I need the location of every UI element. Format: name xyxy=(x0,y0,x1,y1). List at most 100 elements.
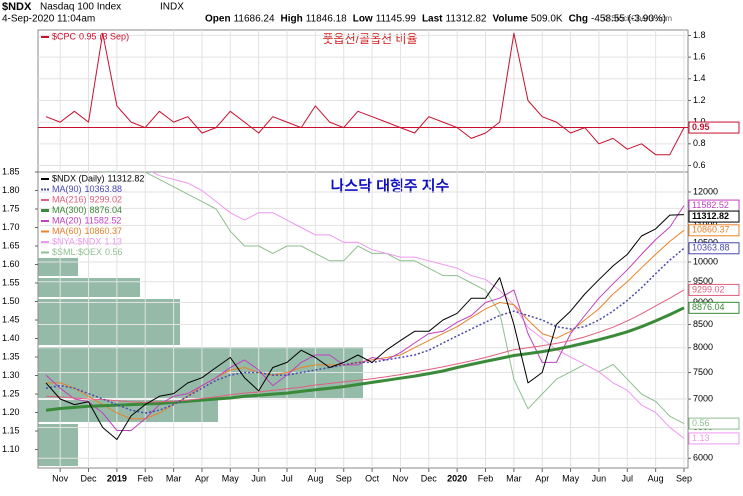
series-line xyxy=(45,289,685,403)
x-tick-label: Feb xyxy=(137,473,153,483)
series-group xyxy=(45,172,685,440)
y-tick-label: 1.4 xyxy=(693,73,706,83)
x-tick-label: Jun xyxy=(251,473,266,483)
y-tick-label: 7500 xyxy=(693,367,713,377)
legend-label: $NYA:$NDX xyxy=(52,236,101,246)
y-tick-label: 8000 xyxy=(693,342,713,352)
legend-value: 9299.02 xyxy=(90,194,123,204)
x-tick-label: Nov xyxy=(52,473,69,483)
legend-value: 10363.88 xyxy=(85,184,123,194)
vbp-bar xyxy=(38,299,180,345)
x-tick-label: Jul xyxy=(281,473,293,483)
y-tick-label: 1.8 xyxy=(693,30,706,40)
y2-tick-label: 1.50 xyxy=(2,296,20,306)
value-box xyxy=(688,242,740,255)
value-box-label: 0.56 xyxy=(692,418,710,428)
y2-tick-label: 1.15 xyxy=(2,425,20,435)
x-tick-label: Jun xyxy=(592,473,607,483)
index-name: Nasdaq 100 Index xyxy=(40,2,121,13)
x-tick-label: Jul xyxy=(622,473,634,483)
legend-date: (3 Sep) xyxy=(100,31,130,41)
series-line xyxy=(45,214,685,440)
legend-value: 11312.82 xyxy=(108,173,145,183)
value-box-label: 8876.04 xyxy=(692,302,725,312)
value-box xyxy=(688,210,740,223)
quote-value: 11145.99 xyxy=(376,14,417,25)
quote-value: 11312.82 xyxy=(446,14,487,25)
y-tick-label: 10000 xyxy=(693,256,718,266)
value-box xyxy=(688,224,740,237)
series-group xyxy=(38,32,688,156)
series-line xyxy=(101,172,685,425)
y-tick-label: 1.2 xyxy=(693,95,706,105)
legend-value: 1.13 xyxy=(104,236,122,246)
symbol: $NDX xyxy=(2,1,32,13)
y-tick-label: 1.0 xyxy=(693,117,706,127)
x-tick-label: Mar xyxy=(166,473,182,483)
x-tick-label: Sep xyxy=(676,473,692,483)
credit: © StockCharts.com xyxy=(603,14,672,23)
legend-value: 11582.52 xyxy=(85,215,122,225)
value-box-label: 11312.82 xyxy=(692,211,729,221)
quote-value: 11686.24 xyxy=(234,14,275,25)
quote-label: Chg xyxy=(569,14,588,25)
legend-label: MA(90) xyxy=(52,184,82,194)
x-tick-label: Apr xyxy=(195,473,209,483)
series-line xyxy=(45,32,685,156)
x-tick-label: Feb xyxy=(478,473,494,483)
x-tick-label: 2019 xyxy=(107,473,127,483)
y-tick-label: 0.6 xyxy=(693,160,706,170)
y2-tick-label: 1.25 xyxy=(2,388,20,398)
y-tick-label: 9500 xyxy=(693,276,713,286)
series-line xyxy=(45,306,685,412)
legend-value: 8876.04 xyxy=(90,205,123,215)
y-tick-label: 0.8 xyxy=(693,138,706,148)
vbp-bar xyxy=(38,424,78,466)
value-box-label: 10860.37 xyxy=(692,225,730,235)
y-tick-label: 7000 xyxy=(693,393,713,403)
quote-label: Low xyxy=(353,14,373,25)
value-box-label: 11582.52 xyxy=(692,200,729,210)
quote-label: Open xyxy=(205,14,231,25)
y2-tick-label: 1.40 xyxy=(2,333,20,343)
y2-tick-label: 1.75 xyxy=(2,203,20,213)
x-tick-label: May xyxy=(222,473,240,483)
x-tick-label: Oct xyxy=(365,473,380,483)
y-tick-label: 12000 xyxy=(693,186,718,196)
quote-value: 509.0K xyxy=(531,14,563,25)
value-box-label: 0.95 xyxy=(692,122,710,132)
x-tick-label: Mar xyxy=(506,473,522,483)
y-tick-label: 8500 xyxy=(693,319,713,329)
value-box xyxy=(688,417,740,430)
y2-tick-label: 1.30 xyxy=(2,370,20,380)
value-box-label: 1.13 xyxy=(692,433,710,443)
x-tick-label: Aug xyxy=(648,473,664,483)
x-tick-label: Dec xyxy=(81,473,98,483)
date: 4-Sep-2020 11:04am xyxy=(2,14,95,25)
legend-value: 0.56 xyxy=(105,247,123,257)
legend-value: 0.95 xyxy=(79,31,97,41)
y2-tick-label: 1.70 xyxy=(2,222,20,232)
value-box xyxy=(688,283,740,296)
legend-label: MA(60) xyxy=(52,226,82,236)
x-tick-label: Nov xyxy=(392,473,409,483)
y2-tick-label: 1.35 xyxy=(2,351,20,361)
quote-label: Volume xyxy=(492,14,528,25)
y2-tick-label: 1.45 xyxy=(2,314,20,324)
y2-tick-label: 1.80 xyxy=(2,185,20,195)
quote-value: -458.55 (-3.90%) xyxy=(591,14,666,25)
quote-label: High xyxy=(281,14,303,25)
annotation: 풋옵션/콜옵션 비율 xyxy=(323,32,418,46)
y2-tick-label: 1.65 xyxy=(2,240,20,250)
y-tick-label: 1.6 xyxy=(693,51,706,61)
exchange: INDX xyxy=(160,2,184,13)
annotation: 나스닥 대형주 지수 xyxy=(331,177,450,195)
legend-label: MA(300) xyxy=(52,205,87,215)
y-tick-label: 6000 xyxy=(693,453,713,463)
y2-tick-label: 1.10 xyxy=(2,444,20,454)
series-line xyxy=(45,247,685,414)
legend-label: MA(216) xyxy=(52,194,87,204)
legend-label: MA(20) xyxy=(52,215,82,225)
value-box xyxy=(688,301,740,314)
